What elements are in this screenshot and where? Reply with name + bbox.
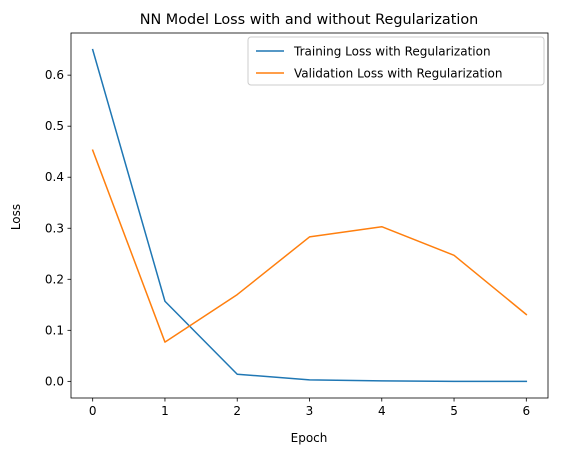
y-tick-label: 0.5 <box>45 119 64 133</box>
y-tick-label: 0.6 <box>45 68 64 82</box>
x-tick-label: 5 <box>450 404 458 418</box>
x-axis-label: Epoch <box>291 431 328 445</box>
series-line-2 <box>91 149 528 343</box>
legend-box <box>247 36 545 86</box>
x-tick-label: 2 <box>233 404 241 418</box>
legend-label-1: Training Loss with Regularization <box>293 45 491 59</box>
y-tick-label: 0.1 <box>45 323 64 337</box>
x-tick-label: 3 <box>306 404 314 418</box>
y-tick-label: 0.2 <box>45 272 64 286</box>
legend-label-2: Validation Loss with Regularization <box>294 67 502 81</box>
x-tick-label: 0 <box>89 404 97 418</box>
y-tick-label: 0.4 <box>45 170 64 184</box>
x-tick-label: 4 <box>378 404 386 418</box>
y-axis-label: Loss <box>9 204 23 230</box>
series-line-1 <box>91 48 528 383</box>
chart-title: NN Model Loss with and without Regulariz… <box>140 12 479 28</box>
y-tick-label: 0.3 <box>45 221 64 235</box>
x-tick-label: 1 <box>161 404 169 418</box>
plot-area: 0 1 2 3 4 5 6 0.0 0.1 0.2 0.3 0.4 0.5 0.6 Training Los… <box>45 32 549 418</box>
x-tick-label: 6 <box>522 404 530 418</box>
y-tick-label: 0.0 <box>45 374 64 388</box>
